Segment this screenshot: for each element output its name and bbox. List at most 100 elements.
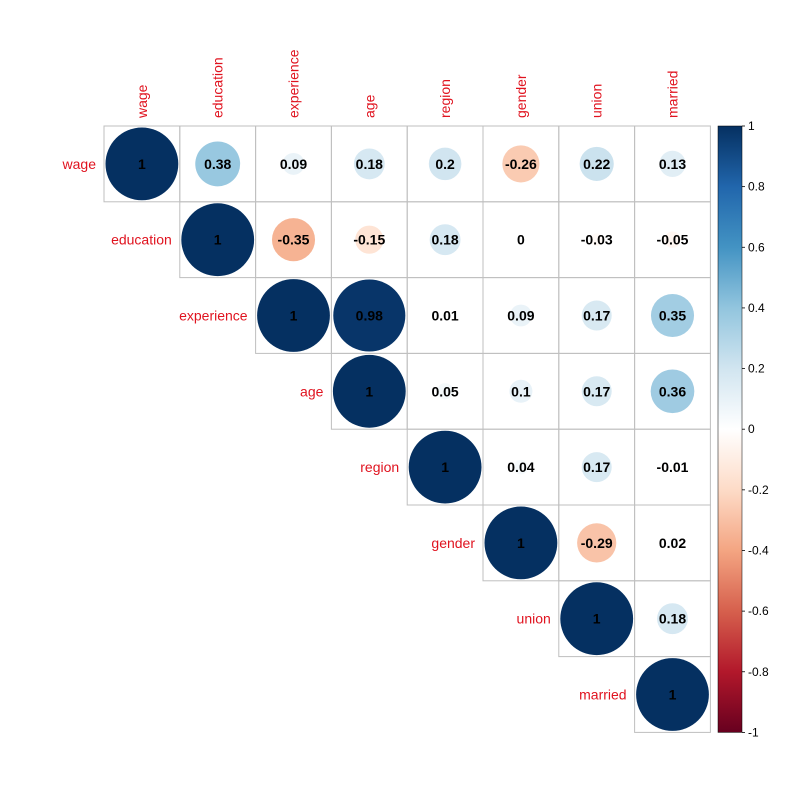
correlation-circle-wage-gender: [502, 145, 540, 183]
correlation-value-experience-age: 0.98: [356, 308, 383, 324]
correlation-value-gender-married: 0.02: [659, 535, 686, 551]
correlation-value-education-experience: -0.35: [278, 232, 310, 248]
colorbar-tick-label: -1: [748, 725, 759, 739]
row-label-education: education: [111, 232, 172, 248]
correlation-circle-wage-age: [353, 148, 385, 180]
correlation-value-experience-gender: 0.09: [507, 308, 534, 324]
correlation-circle-education-region: [429, 224, 461, 256]
correlation-circle-experience-gender: [509, 304, 532, 327]
correlation-value-union-married: 0.18: [659, 611, 686, 627]
correlation-value-wage-married: 0.13: [659, 156, 686, 172]
grid-cell: [634, 656, 711, 733]
matrix-grid: [103, 125, 711, 733]
correlation-value-education-region: 0.18: [431, 232, 458, 248]
correlation-value-wage-region: 0.2: [435, 156, 455, 172]
correlation-value-wage-gender: -0.26: [505, 156, 537, 172]
correlation-value-region-union: 0.17: [583, 459, 610, 475]
correlation-value-experience-union: 0.17: [583, 308, 610, 324]
correlation-value-region-region: 1: [441, 459, 449, 475]
correlation-value-wage-age: 0.18: [356, 156, 383, 172]
correlation-value-gender-gender: 1: [517, 535, 525, 551]
column-label-wage: wage: [134, 84, 150, 119]
correlation-value-education-age: -0.15: [353, 232, 385, 248]
correlation-value-wage-wage: 1: [138, 156, 146, 172]
correlation-value-union-union: 1: [593, 611, 601, 627]
correlation-value-education-union: -0.03: [581, 232, 613, 248]
correlation-value-wage-experience: 0.09: [280, 156, 307, 172]
colorbar-tick-label: 1: [748, 119, 755, 133]
colorbar-tick-label: 0.8: [748, 180, 765, 194]
correlation-circle-gender-union: [577, 523, 617, 563]
colorbar-tick-label: -0.2: [748, 483, 769, 497]
correlation-circle-wage-married: [659, 150, 686, 178]
correlation-circle-region-union: [581, 452, 612, 483]
correlation-value-region-gender: 0.04: [507, 459, 534, 475]
correlation-circle-age-married: [650, 369, 695, 414]
row-label-married: married: [579, 687, 626, 703]
row-label-age: age: [300, 383, 324, 399]
correlation-value-experience-region: 0.01: [431, 308, 458, 324]
row-label-experience: experience: [179, 308, 248, 324]
correlation-value-age-union: 0.17: [583, 383, 610, 399]
correlation-value-age-region: 0.05: [431, 383, 458, 399]
correlation-value-experience-experience: 1: [290, 308, 298, 324]
correlation-value-experience-married: 0.35: [659, 308, 686, 324]
correlation-value-age-gender: 0.1: [511, 383, 531, 399]
correlation-circle-experience-union: [581, 300, 612, 331]
column-label-experience: experience: [286, 49, 302, 118]
correlation-circle-wage-union: [579, 146, 614, 181]
correlation-circle-region-gender: [513, 459, 529, 475]
correlation-circle-union-union: [560, 582, 634, 656]
correlation-circle-wage-experience: [282, 152, 305, 175]
correlation-circle-gender-gender: [484, 506, 558, 580]
colorbar-tick-label: 0.4: [748, 301, 765, 315]
correlation-values: 1 0.38 0.09 0.18 0.2 -0.26 0.22 0.13 1 -0.35 -0.15…: [138, 156, 689, 703]
colorbar-tick-label: -0.8: [748, 665, 769, 679]
row-label-region: region: [360, 459, 399, 475]
correlation-value-wage-education: 0.38: [204, 156, 231, 172]
correlation-circle-education-age: [355, 225, 384, 254]
correlation-circle-wage-wage: [105, 127, 179, 201]
column-label-union: union: [589, 84, 605, 118]
colorbar-tick-label: -0.4: [748, 543, 769, 557]
column-label-gender: gender: [513, 74, 529, 118]
correlation-value-age-married: 0.36: [659, 383, 686, 399]
correlation-value-education-education: 1: [214, 232, 222, 248]
correlation-circle-experience-married: [650, 293, 695, 338]
row-labels: wage education experience age region gender un…: [62, 156, 627, 703]
correlation-circle-wage-education: [195, 141, 241, 187]
correlation-value-education-married: -0.05: [657, 232, 689, 248]
colorbar-tick-label: 0.2: [748, 362, 765, 376]
column-label-age: age: [361, 94, 377, 118]
correlation-value-region-married: -0.01: [657, 459, 689, 475]
correlation-circle-region-region: [408, 430, 482, 504]
correlation-circle-wage-region: [428, 147, 462, 181]
color-legend: 1 0.8 0.6 0.4 0.2 0 -0.2 -0.4 -0.6 -0.8 -1: [717, 119, 769, 739]
correlation-value-married-married: 1: [669, 687, 677, 703]
colorbar-gradient: [717, 125, 743, 733]
correlation-circle-experience-region: [441, 311, 449, 320]
correlation-value-education-gender: 0: [517, 232, 525, 248]
correlation-circle-age-gender: [509, 379, 533, 403]
correlation-circle-union-married: [657, 603, 688, 635]
correlation-circle-age-union: [581, 376, 612, 407]
colorbar-tick-label: 0.6: [748, 240, 765, 254]
correlation-value-gender-union: -0.29: [581, 535, 613, 551]
correlation-circle-experience-experience: [257, 279, 330, 352]
colorbar-tick-label: 0: [748, 422, 755, 436]
correlation-circle-age-age: [332, 354, 406, 428]
column-label-education: education: [210, 57, 226, 118]
correlation-circle-region-married: [668, 463, 677, 471]
colorbar-tick-label: -0.6: [748, 604, 769, 618]
row-label-wage: wage: [62, 156, 97, 172]
row-label-union: union: [517, 611, 551, 627]
colorbar-ticks: 1 0.8 0.6 0.4 0.2 0 -0.2 -0.4 -0.6 -0.8 -1: [742, 119, 769, 739]
correlation-circle-experience-age: [333, 279, 406, 352]
correlation-circle-married-married: [636, 658, 709, 731]
correlation-circle-education-married: [664, 231, 681, 248]
correlation-circle-age-region: [436, 383, 454, 400]
column-labels: wage education experience age region gender un…: [134, 49, 681, 119]
correlation-circle-gender-married: [667, 537, 678, 549]
correlation-circle-education-union: [590, 233, 604, 247]
column-label-married: married: [665, 71, 681, 118]
